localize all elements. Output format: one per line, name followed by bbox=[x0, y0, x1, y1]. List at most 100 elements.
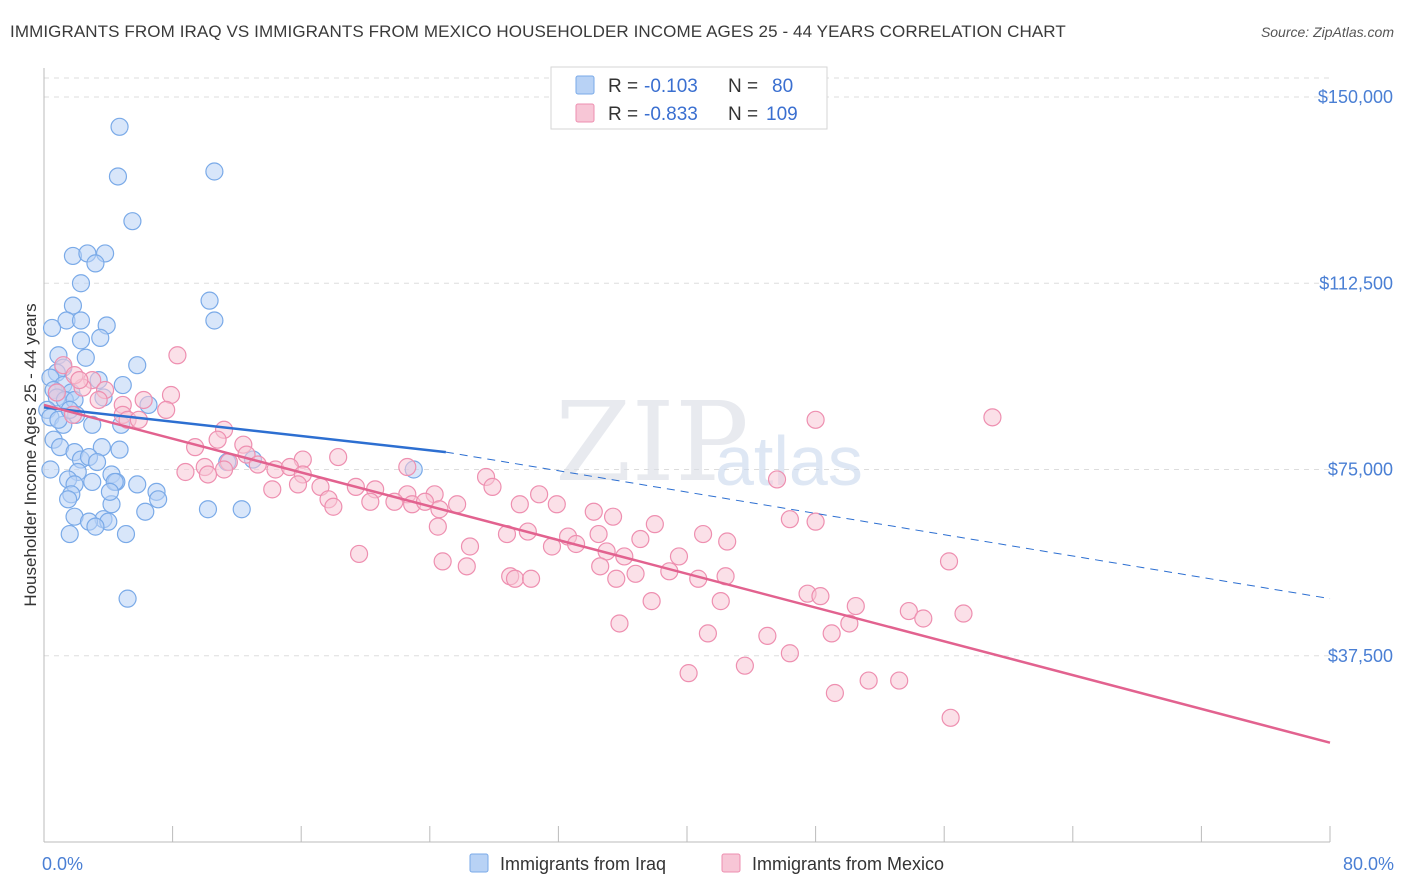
iraq-point bbox=[136, 502, 155, 521]
mexico-point bbox=[591, 557, 610, 576]
iraq-point bbox=[71, 311, 91, 330]
iraq-point bbox=[71, 274, 91, 293]
bottom-legend-swatch-mexico bbox=[721, 853, 741, 873]
mexico-point bbox=[176, 462, 195, 482]
mexico-point bbox=[460, 537, 480, 556]
iraq-point bbox=[86, 517, 105, 536]
mexico-point bbox=[214, 460, 234, 479]
trend-line-iraq-extension bbox=[445, 451, 1331, 600]
legend-r-label-iraq: R = bbox=[608, 76, 638, 97]
iraq-point bbox=[76, 348, 95, 367]
mexico-point bbox=[890, 671, 909, 690]
x-tick-label-min: 0.0% bbox=[42, 854, 83, 874]
mexico-point bbox=[758, 626, 777, 645]
mexico-point bbox=[168, 346, 187, 365]
mexico-point bbox=[806, 512, 825, 531]
mexico-point bbox=[584, 502, 603, 521]
iraq-point bbox=[113, 375, 132, 395]
legend-n-value-iraq: 80 bbox=[772, 76, 793, 97]
mexico-point bbox=[547, 495, 566, 514]
y-tick-label: $150,000 bbox=[1318, 87, 1393, 107]
iraq-point bbox=[59, 490, 78, 509]
mexico-point bbox=[811, 587, 830, 606]
mexico-point bbox=[521, 569, 541, 588]
mexico-point bbox=[607, 569, 626, 588]
mexico-point bbox=[899, 601, 918, 621]
y-tick-label: $37,500 bbox=[1328, 646, 1393, 666]
mexico-point bbox=[822, 624, 841, 643]
mexico-point bbox=[89, 390, 108, 410]
legend-box bbox=[550, 66, 828, 130]
legend-swatch-mexico bbox=[575, 103, 595, 123]
mexico-point bbox=[361, 492, 380, 511]
iraq-point bbox=[149, 490, 168, 509]
iraq-point bbox=[42, 318, 62, 338]
watermark: ZIP atlas bbox=[555, 378, 863, 506]
source-note: Source: ZipAtlas.com bbox=[1260, 24, 1394, 40]
iraq-point bbox=[83, 415, 102, 434]
chart-title: IMMIGRANTS FROM IRAQ VS IMMIGRANTS FROM … bbox=[10, 22, 1066, 41]
mexico-point bbox=[693, 524, 713, 544]
mexico-point bbox=[642, 592, 661, 611]
mexico-point bbox=[631, 529, 650, 549]
mexico-point bbox=[398, 457, 417, 477]
mexico-point bbox=[669, 547, 689, 566]
iraq-point bbox=[100, 482, 120, 501]
trend-lines bbox=[43, 403, 1331, 744]
iraq-point bbox=[123, 212, 142, 231]
iraq-point bbox=[110, 440, 129, 459]
legend-r-label-mexico: R = bbox=[608, 104, 638, 125]
mexico-point bbox=[711, 592, 730, 611]
bottom-legend-label-mexico: Immigrants from Mexico bbox=[752, 854, 944, 874]
mexico-point bbox=[859, 671, 878, 690]
mexico-point bbox=[718, 532, 737, 551]
mexico-point bbox=[448, 495, 467, 514]
mexico-point bbox=[983, 408, 1002, 427]
legend-n-label-mexico: N = bbox=[728, 104, 758, 125]
mexico-point bbox=[483, 477, 502, 496]
mexico-point bbox=[780, 510, 799, 529]
iraq-point bbox=[60, 524, 79, 544]
y-axis-label: Householder Income Ages 25 - 44 years bbox=[21, 303, 40, 606]
mexico-point bbox=[457, 557, 476, 576]
mexico-point bbox=[840, 614, 859, 633]
mexico-point bbox=[329, 447, 348, 467]
iraq-point bbox=[205, 311, 224, 330]
mexico-point bbox=[47, 383, 66, 402]
iraq-point bbox=[205, 162, 224, 181]
iraq-point bbox=[86, 254, 105, 273]
gridlines bbox=[44, 77, 1330, 657]
mexico-point bbox=[589, 524, 608, 544]
mexico-point bbox=[530, 485, 549, 504]
iraq-point bbox=[71, 331, 91, 350]
mexico-point bbox=[428, 517, 447, 536]
mexico-point bbox=[288, 475, 308, 494]
iraq-point bbox=[128, 356, 147, 375]
bottom-legend-swatch-iraq bbox=[469, 853, 489, 873]
legend-r-value-iraq: -0.103 bbox=[644, 76, 698, 97]
trend-line-iraq bbox=[43, 406, 447, 454]
mexico-point bbox=[941, 708, 960, 727]
iraq-point bbox=[198, 500, 218, 519]
mexico-point bbox=[846, 596, 865, 616]
iraq-point bbox=[41, 460, 60, 479]
mexico-point bbox=[433, 552, 452, 571]
mexico-point bbox=[914, 609, 933, 628]
legend-n-label-iraq: N = bbox=[728, 76, 758, 97]
iraq-point bbox=[91, 328, 110, 347]
bottom-legend-label-iraq: Immigrants from Iraq bbox=[500, 854, 666, 874]
iraq-point bbox=[108, 167, 128, 186]
iraq-point bbox=[232, 500, 251, 519]
correlation-legend: R = -0.103 N = 80 R = -0.833 N = 109 bbox=[550, 66, 828, 130]
x-tick-labels: 0.0% 80.0% bbox=[42, 854, 1394, 874]
mexico-point bbox=[767, 470, 787, 489]
mexico-point bbox=[735, 656, 754, 675]
mexico-point bbox=[263, 480, 282, 499]
watermark-atlas: atlas bbox=[715, 422, 863, 500]
trend-line-mexico bbox=[43, 403, 1331, 744]
mexico-point bbox=[603, 507, 623, 526]
mexico-point bbox=[679, 664, 698, 683]
mexico-point bbox=[954, 604, 973, 623]
mexico-point bbox=[825, 683, 844, 703]
